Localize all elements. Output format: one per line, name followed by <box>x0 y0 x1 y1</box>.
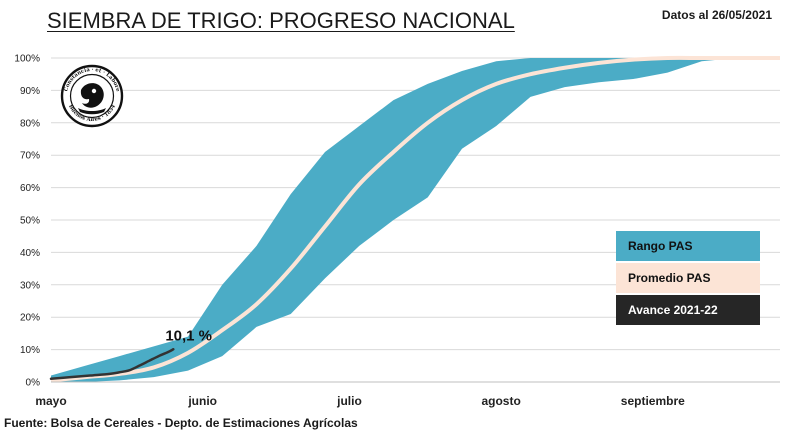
y-tick-label: 60% <box>20 183 40 194</box>
x-tick-labels: mayo junio julio agosto septiembre <box>35 394 685 408</box>
y-tick-label: 100% <box>14 54 40 65</box>
y-tick-label: 40% <box>20 248 40 259</box>
avance-2021-22-line <box>49 348 175 381</box>
promedio-pas-line <box>50 55 780 383</box>
y-tick-label: 0% <box>26 378 41 389</box>
y-tick-label: 10% <box>20 345 40 356</box>
y-tick-label: 80% <box>20 118 40 129</box>
date-note: Datos al 26/05/2021 <box>661 8 772 22</box>
current-value-label: 10,1 % <box>165 327 212 344</box>
legend-item-rango-pas: Rango PAS <box>616 231 760 261</box>
x-tick-label: mayo <box>35 394 66 408</box>
chart-title: SIEMBRA DE TRIGO: PROGRESO NACIONAL <box>47 8 515 33</box>
y-tick-label: 20% <box>20 313 40 324</box>
bolsa-de-cereales-logo: Constancia · et · Labore Buenos Aires · … <box>60 64 124 128</box>
y-tick-label: 30% <box>20 280 40 291</box>
y-tick-label: 70% <box>20 151 40 162</box>
x-tick-label: junio <box>187 394 217 408</box>
x-tick-label: septiembre <box>621 394 685 408</box>
legend-item-promedio-pas: Promedio PAS <box>616 263 760 293</box>
progress-chart: 0% 10% 20% 30% 40% 50% 60% 70% 80% 90% 100% mayo ju… <box>14 54 780 408</box>
rango-pas-area <box>51 58 780 382</box>
x-tick-label: agosto <box>481 394 520 408</box>
y-tick-labels: 0% 10% 20% 30% 40% 50% 60% 70% 80% 90% 100% <box>14 54 40 389</box>
x-tick-label: julio <box>336 394 362 408</box>
y-tick-label: 90% <box>20 86 40 97</box>
legend-item-avance-2021-22: Avance 2021-22 <box>616 295 760 325</box>
legend: Rango PAS Promedio PAS Avance 2021-22 <box>616 231 760 327</box>
source-note: Fuente: Bolsa de Cereales - Depto. de Es… <box>4 416 358 430</box>
y-tick-label: 50% <box>20 216 40 227</box>
